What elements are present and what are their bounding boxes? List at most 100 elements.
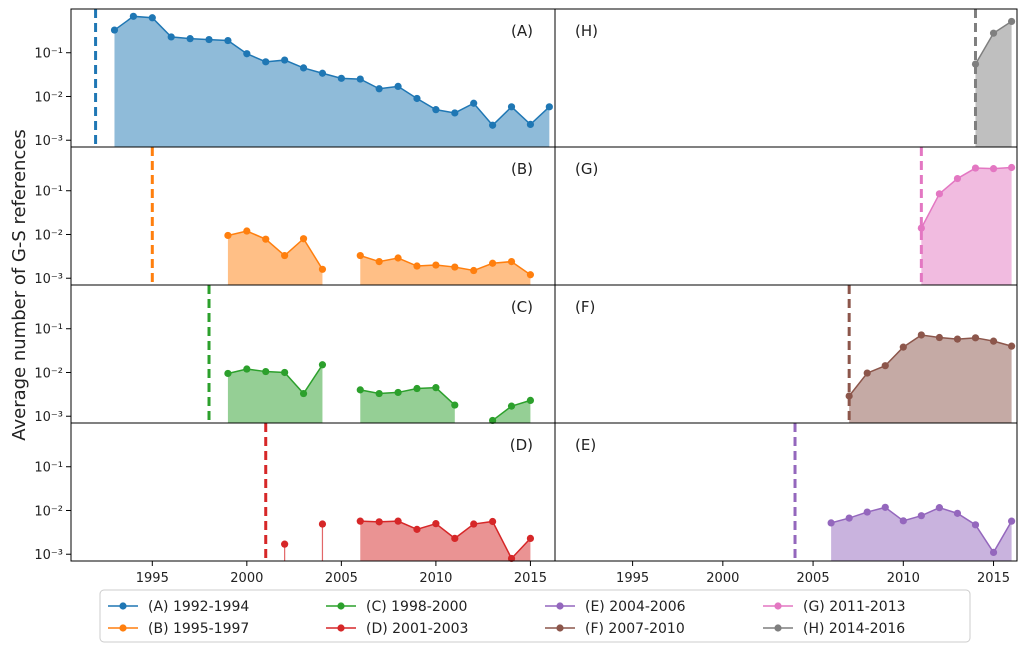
data-point bbox=[243, 227, 251, 235]
data-point bbox=[526, 396, 535, 404]
data-point bbox=[899, 517, 907, 525]
data-point bbox=[881, 362, 889, 370]
data-point bbox=[281, 540, 289, 548]
x-tick-label: 2000 bbox=[230, 571, 263, 586]
data-point bbox=[299, 235, 308, 243]
panel-tag-label: (E) bbox=[575, 436, 596, 454]
data-point bbox=[451, 109, 459, 117]
data-point bbox=[413, 94, 421, 103]
data-point bbox=[989, 337, 998, 345]
data-point bbox=[394, 254, 402, 262]
series-area bbox=[227, 364, 323, 423]
x-tick-label: 1995 bbox=[616, 571, 649, 586]
series-line bbox=[360, 254, 531, 276]
data-point bbox=[470, 99, 478, 107]
legend-marker bbox=[556, 602, 564, 610]
data-point bbox=[224, 36, 232, 45]
data-point bbox=[953, 335, 962, 343]
series-area bbox=[849, 334, 1012, 423]
series-line bbox=[848, 334, 1012, 397]
series-area bbox=[360, 521, 531, 561]
data-point bbox=[863, 369, 871, 377]
panel-tag-label: (B) bbox=[511, 160, 533, 178]
data-point bbox=[243, 365, 251, 373]
data-point bbox=[935, 333, 944, 342]
data-point bbox=[489, 416, 497, 425]
data-point bbox=[971, 60, 980, 68]
data-point bbox=[863, 508, 871, 516]
data-point bbox=[243, 50, 251, 58]
legend-label: (G) 2011-2013 bbox=[803, 599, 906, 615]
data-point bbox=[845, 392, 853, 400]
data-point bbox=[394, 517, 402, 525]
data-point bbox=[205, 35, 213, 44]
data-point bbox=[224, 231, 232, 240]
data-point bbox=[507, 257, 516, 266]
data-point bbox=[545, 103, 553, 111]
data-point bbox=[451, 534, 459, 543]
panel-a: (A) bbox=[94, 9, 553, 147]
data-point bbox=[262, 367, 270, 376]
data-point bbox=[935, 504, 944, 512]
data-point bbox=[489, 259, 497, 267]
data-point bbox=[167, 33, 175, 41]
data-point bbox=[186, 35, 194, 43]
legend-label: (F) 2007-2010 bbox=[585, 621, 685, 637]
data-point bbox=[526, 271, 535, 279]
data-point bbox=[953, 174, 962, 183]
data-point bbox=[375, 518, 383, 526]
y-axis-label: Average number of G-S references bbox=[9, 129, 30, 441]
data-point bbox=[935, 190, 944, 198]
data-point bbox=[432, 520, 440, 528]
data-point bbox=[413, 525, 421, 533]
data-point bbox=[971, 521, 980, 529]
data-point bbox=[1007, 517, 1016, 525]
data-point bbox=[394, 82, 402, 90]
panel-c: (C) bbox=[207, 285, 535, 425]
legend-label: (C) 1998-2000 bbox=[366, 599, 467, 615]
data-point bbox=[989, 29, 998, 37]
data-point bbox=[110, 26, 119, 34]
x-axis: 1995 2000 2005 2010 2015 1995 2000 2005 2010 2015 bbox=[136, 561, 1010, 586]
data-point bbox=[1007, 17, 1016, 26]
legend-item: (D) 2001-2003 bbox=[326, 621, 468, 637]
data-point bbox=[318, 520, 327, 528]
data-point bbox=[953, 509, 962, 517]
x-tick-label: 2015 bbox=[514, 571, 547, 586]
data-point bbox=[262, 58, 270, 66]
data-point bbox=[917, 224, 925, 232]
data-point bbox=[881, 503, 889, 511]
legend-marker bbox=[774, 624, 782, 632]
y-tick-label: 10⁻² bbox=[34, 90, 63, 105]
data-point bbox=[299, 389, 308, 398]
data-point bbox=[356, 386, 364, 394]
legend-item: (G) 2011-2013 bbox=[763, 599, 906, 615]
y-tick-label: 10⁻¹ bbox=[34, 323, 63, 338]
legend-marker bbox=[556, 624, 564, 632]
data-point bbox=[375, 85, 383, 93]
x-tick-label: 1995 bbox=[136, 571, 169, 586]
legend-item: (A) 1992-1994 bbox=[108, 599, 249, 615]
series-area bbox=[227, 231, 323, 285]
data-point bbox=[971, 334, 980, 342]
y-tick-label: 10⁻² bbox=[34, 504, 63, 519]
y-tick-label: 10⁻³ bbox=[34, 410, 63, 425]
y-tick-label: 10⁻³ bbox=[34, 548, 63, 563]
data-point bbox=[394, 388, 402, 397]
data-point bbox=[989, 548, 998, 557]
legend-item: (B) 1995-1997 bbox=[108, 621, 249, 637]
legend-label: (D) 2001-2003 bbox=[366, 621, 468, 637]
data-point bbox=[432, 261, 440, 269]
data-point bbox=[489, 121, 497, 129]
data-point bbox=[318, 265, 327, 273]
data-point bbox=[318, 361, 327, 369]
panel-tag-label: (G) bbox=[575, 160, 598, 178]
legend-marker bbox=[337, 624, 345, 632]
x-tick-label: 2010 bbox=[887, 571, 920, 586]
series-area bbox=[921, 167, 1012, 285]
panel-g: (G) bbox=[575, 147, 1016, 285]
panel-tag-label: (A) bbox=[511, 22, 533, 40]
data-point bbox=[432, 106, 440, 114]
legend-label: (H) 2014-2016 bbox=[803, 621, 905, 637]
